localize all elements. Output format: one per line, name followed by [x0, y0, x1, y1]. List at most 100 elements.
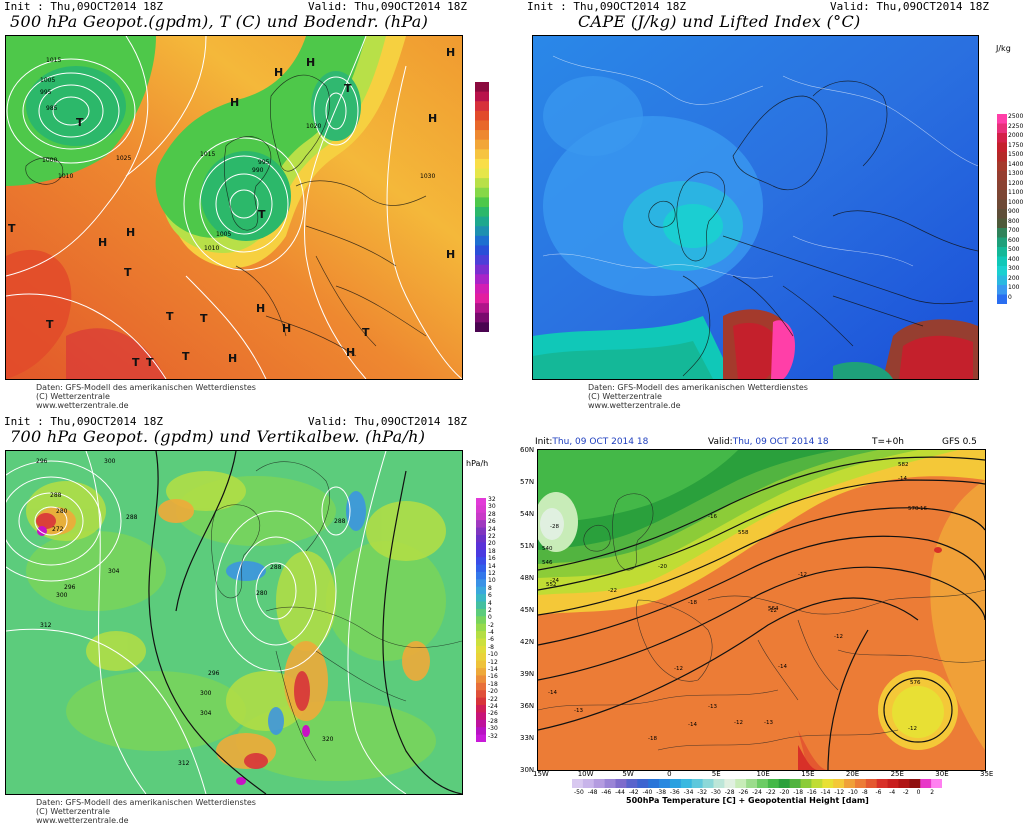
scale-band — [615, 779, 627, 788]
isobar-label: 1015 — [46, 57, 61, 64]
scale-label: -16 — [806, 789, 817, 796]
scale-label: -2 — [902, 789, 909, 796]
contour-label: 288 — [270, 564, 282, 571]
scale-label: 1300 — [1008, 170, 1024, 177]
scale-band — [997, 294, 1007, 304]
scale-band — [997, 123, 1007, 134]
scale-label: 2 — [488, 606, 492, 614]
credit-line: www.wetterzentrale.de — [36, 816, 129, 825]
latitude-label: 39N — [520, 670, 535, 678]
scale-label: 4 — [488, 599, 492, 607]
svg-text:H: H — [126, 226, 135, 239]
scale-label: 1200 — [1008, 179, 1024, 187]
panel3-color-scale — [476, 498, 486, 742]
scale-label: -18 — [488, 680, 498, 688]
height-label: 540 — [542, 546, 553, 552]
scale-band — [476, 712, 486, 721]
scale-band — [593, 779, 606, 788]
panel2-valid-time: Valid: Thu,09OCT2014 18Z — [830, 0, 989, 13]
scale-band — [997, 247, 1007, 257]
svg-text:H: H — [346, 346, 355, 359]
panel4-init-value: Thu, 09 OCT 2014 18 — [552, 437, 649, 447]
panel2-map — [532, 35, 979, 380]
scale-band — [746, 779, 758, 788]
scale-band — [724, 779, 736, 788]
scale-label: -20 — [488, 688, 498, 696]
panel4-map-graphic: -28 -24 -22 -20 -18 -16 -14 -12 -14 -12 … — [538, 450, 985, 770]
scale-label: 0 — [916, 789, 921, 796]
scale-label: -48 — [587, 789, 598, 796]
scale-label: 18 — [488, 547, 496, 555]
latitude-label: 48N — [520, 574, 535, 582]
scale-label: 1500 — [1008, 151, 1024, 158]
isobar-label: 1025 — [116, 155, 131, 162]
svg-text:T: T — [76, 116, 84, 129]
isobar-label: 990 — [252, 167, 264, 174]
scale-label: -14 — [488, 666, 498, 674]
scale-band — [680, 779, 693, 788]
height-label: 558 — [738, 530, 749, 536]
scale-band — [648, 779, 660, 788]
longitude-label: 10E — [756, 770, 770, 778]
scale-band — [475, 149, 489, 160]
longitude-label: 5E — [711, 770, 721, 778]
isobar-label: 985 — [46, 105, 58, 112]
latitude-label: 45N — [520, 606, 535, 614]
height-label: 564 — [768, 606, 779, 612]
temp-label: -13 — [764, 720, 773, 726]
scale-band — [475, 197, 489, 208]
scale-band — [476, 653, 486, 662]
panel3-credits: Daten: GFS-Modell des amerikanischen Wet… — [36, 798, 256, 825]
temp-label: -13 — [574, 708, 583, 714]
scale-band — [669, 779, 682, 788]
scale-label: 1400 — [1008, 160, 1024, 168]
scale-band — [997, 133, 1007, 143]
panel4-color-scale — [572, 779, 942, 788]
isobar-label: 1000 — [42, 157, 57, 164]
svg-text:H: H — [274, 66, 283, 79]
panel2-color-scale-bands — [997, 114, 1007, 304]
scale-label: -12 — [834, 789, 845, 796]
scale-label: 700 — [1008, 227, 1020, 234]
svg-text:H: H — [228, 352, 237, 365]
longitude-label: 5W — [622, 770, 634, 778]
height-label: 552 — [546, 582, 557, 588]
scale-band — [476, 512, 486, 521]
scale-label: -20 — [779, 789, 790, 796]
temp-label: -14 — [778, 664, 787, 670]
temp-label: -14 — [898, 476, 907, 482]
latitude-label: 54N — [520, 510, 535, 518]
scale-band — [476, 579, 486, 588]
credit-line: Daten: GFS-Modell des amerikanischen Wet… — [588, 383, 808, 392]
scale-label: -50 — [574, 789, 584, 796]
credit-line: Daten: GFS-Modell des amerikanischen Wet… — [36, 383, 256, 392]
scale-band — [476, 682, 486, 691]
svg-text:H: H — [282, 322, 291, 335]
credit-line: www.wetterzentrale.de — [36, 401, 129, 410]
scale-band — [997, 190, 1007, 200]
temp-label: -16 — [708, 514, 717, 520]
panel2-color-scale — [997, 114, 1007, 304]
longitude-label: 35E — [980, 770, 994, 778]
scale-band — [476, 498, 486, 506]
longitude-label: 25E — [890, 770, 904, 778]
scale-label: -12 — [488, 658, 498, 666]
scale-band — [997, 161, 1007, 172]
scale-band — [475, 283, 489, 295]
panel4-valid: Valid:Thu, 09 OCT 2014 18 — [708, 437, 829, 447]
temp-label: -14 — [548, 690, 557, 696]
contour-label: 304 — [200, 710, 212, 717]
scale-label: -22 — [765, 789, 776, 796]
scale-label: 8 — [488, 584, 492, 592]
scale-band — [997, 180, 1007, 191]
scale-band — [582, 779, 595, 788]
scale-band — [476, 638, 486, 647]
scale-band — [476, 645, 486, 654]
scale-band — [475, 139, 489, 150]
scale-band — [997, 275, 1007, 286]
scale-band — [475, 322, 489, 332]
scale-band — [604, 779, 617, 788]
panel3-color-scale-bands — [476, 498, 486, 742]
scale-band — [476, 734, 486, 742]
